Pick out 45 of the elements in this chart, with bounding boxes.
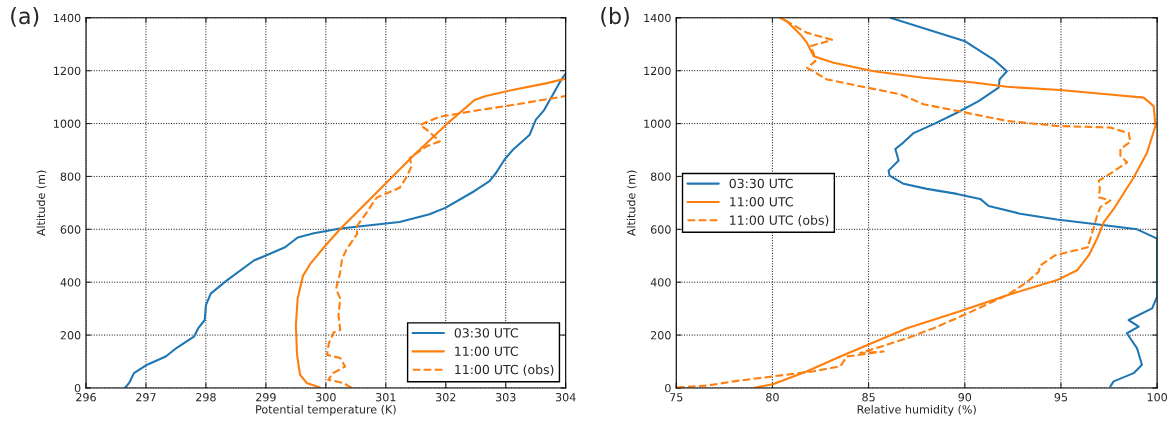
y-tick-label: 1200 [54, 66, 81, 76]
legend-label: 11:00 UTC [455, 346, 518, 356]
y-tick-label: 600 [60, 225, 81, 234]
y-tick-label: 1200 [644, 66, 671, 76]
y-tick-label: 1000 [644, 119, 671, 128]
legend-label: 11:00 UTC [730, 197, 793, 207]
y-axis-title: Altitude (m) [36, 170, 47, 237]
y-tick-label: 400 [60, 278, 81, 287]
line-series [294, 77, 566, 388]
y-tick-label: 1400 [54, 13, 81, 23]
x-tick-label: 304 [555, 393, 576, 402]
x-tick-label: 299 [256, 393, 276, 402]
x-tick-label: 80 [766, 393, 779, 402]
line-series [123, 72, 566, 388]
y-tick-label: 200 [60, 331, 81, 340]
x-tick-label: 302 [436, 393, 456, 402]
legend-label: 03:30 UTC [454, 328, 518, 338]
legend-label: 03:30 UTC [729, 178, 793, 189]
x-tick-label: 303 [495, 393, 516, 402]
y-tick-label: 0 [665, 383, 671, 393]
x-tick-label: 95 [1054, 393, 1068, 402]
x-tick-label: 297 [136, 393, 156, 402]
y-tick-label: 800 [60, 172, 81, 181]
x-tick-label: 100 [1147, 393, 1167, 402]
text: (b) [601, 7, 629, 27]
y-tick-label: 1400 [644, 13, 671, 23]
x-tick-label: 90 [958, 393, 972, 402]
x-axis-title: Relative humidity (%) [857, 404, 976, 416]
legend-label: 11:00 UTC (obs) [455, 364, 554, 376]
x-tick-label: 298 [196, 393, 216, 402]
y-axis-title: Altitude (m) [626, 170, 637, 237]
x-tick-label: 296 [76, 393, 96, 402]
y-tick-label: 200 [651, 331, 671, 340]
y-tick-label: 800 [650, 172, 671, 181]
x-tick-label: 85 [862, 393, 875, 402]
x-tick-label: 75 [670, 393, 683, 402]
x-tick-label: 300 [316, 393, 336, 402]
legend-label: 11:00 UTC (obs) [730, 215, 829, 227]
y-tick-label: 600 [650, 225, 671, 234]
y-tick-label: 0 [74, 383, 81, 393]
x-axis-title: Potential temperature (K) [256, 404, 396, 416]
x-tick-label: 301 [376, 393, 396, 402]
text: (a) [11, 7, 39, 27]
y-tick-label: 1000 [54, 119, 81, 128]
y-tick-label: 400 [650, 278, 671, 287]
